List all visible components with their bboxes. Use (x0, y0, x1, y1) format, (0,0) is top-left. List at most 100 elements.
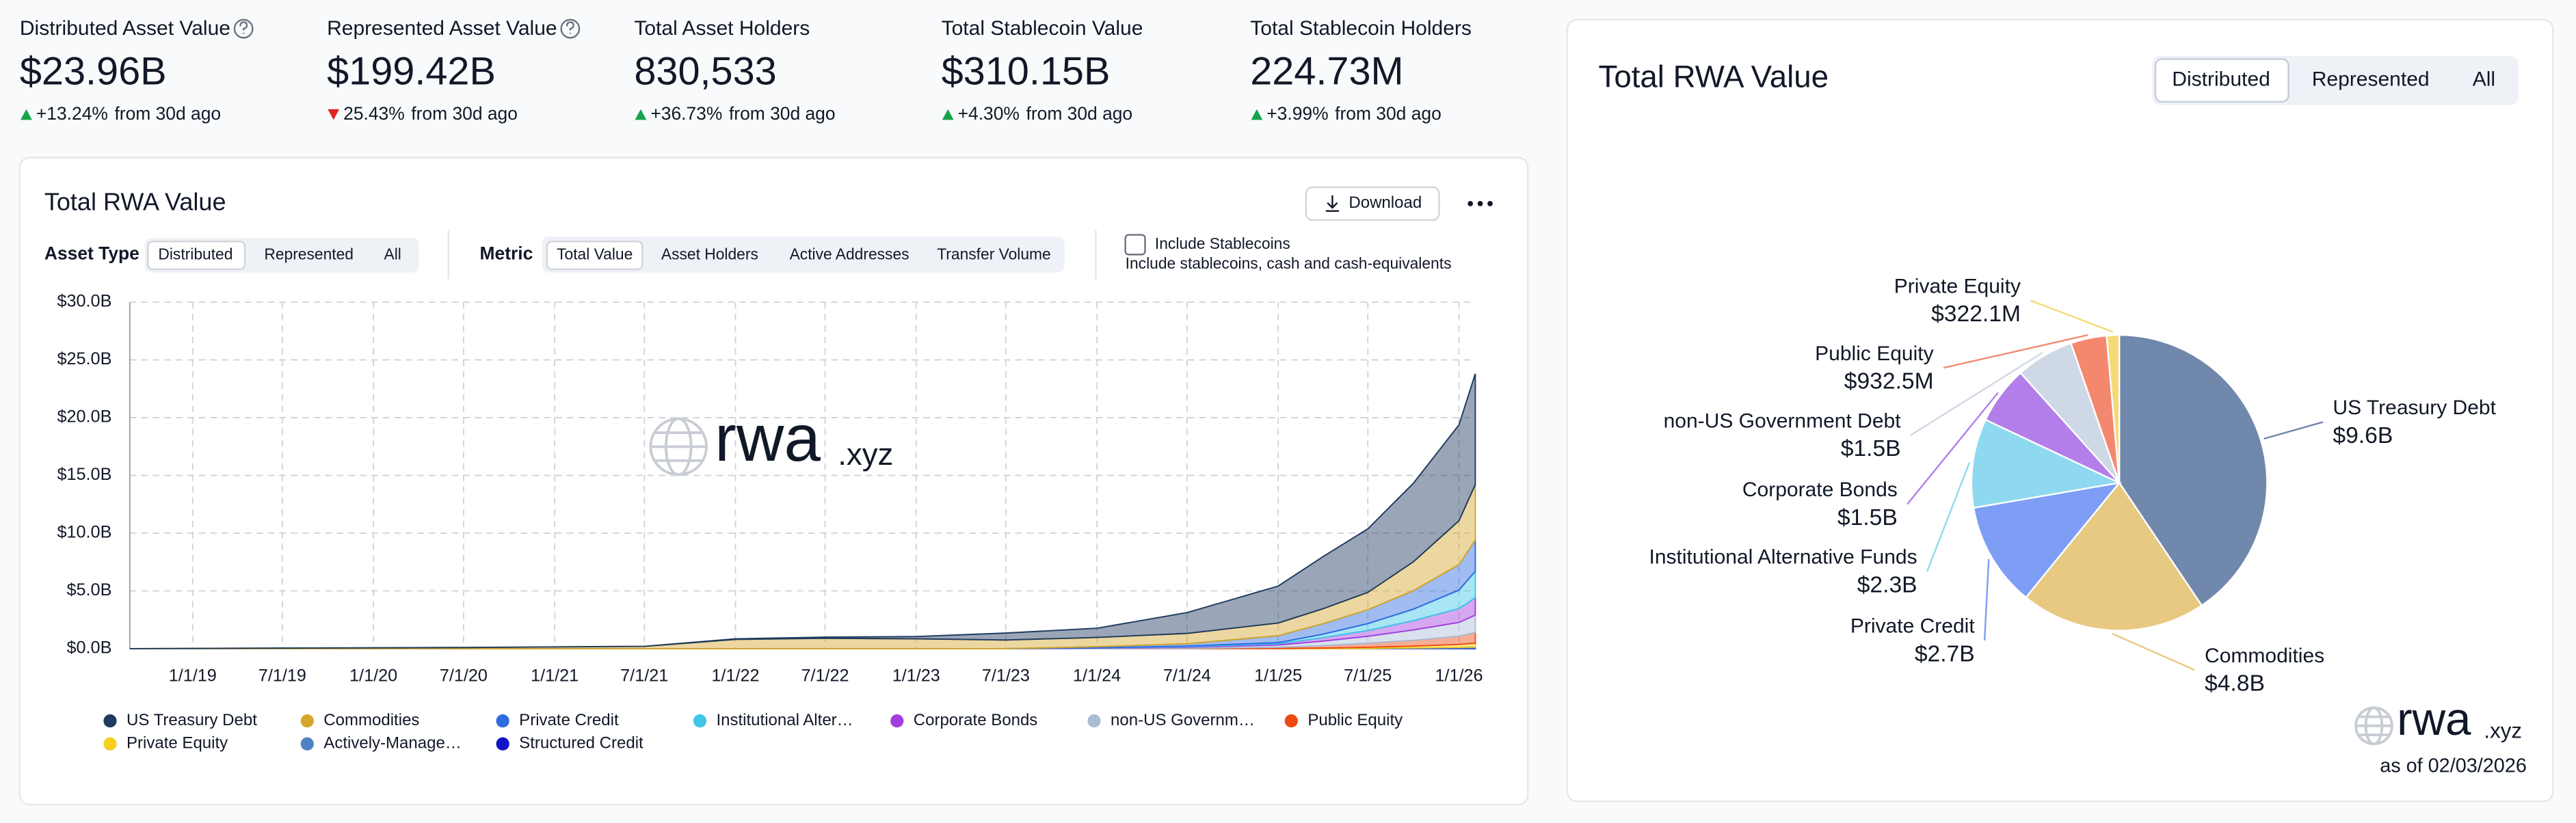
legend-swatch (693, 714, 707, 728)
left-card (18, 157, 1529, 806)
x-tick-label: 7/1/21 (620, 666, 668, 685)
stat-period: from 30d ago (1026, 103, 1133, 124)
legend-swatch (103, 737, 117, 751)
asset-type-option[interactable]: Represented (264, 245, 354, 263)
pie-label: non-US Government Debt (1664, 409, 1902, 432)
tab[interactable]: Distributed (2172, 68, 2270, 91)
x-tick-label: 1/1/22 (711, 666, 759, 685)
x-tick-label: 7/1/24 (1163, 666, 1211, 685)
help-icon (560, 18, 581, 39)
pie-value-label: $1.5B (1841, 436, 1901, 461)
stat-period: from 30d ago (729, 103, 836, 124)
metric-option[interactable]: Total Value (557, 245, 633, 263)
stat-change: +13.24% (36, 103, 108, 124)
chart-title: Total RWA Value (44, 187, 226, 215)
legend-label: Private Equity (127, 734, 228, 753)
chart-title: Total RWA Value (1599, 59, 1829, 94)
legend-swatch (300, 714, 314, 728)
pie-slice (1970, 418, 2123, 509)
watermark: rwa (715, 402, 821, 475)
pie-value-label: $2.7B (1915, 641, 1975, 666)
pie-label: Private Credit (1850, 615, 1975, 638)
segment-selected (546, 240, 643, 271)
segment-selected (147, 240, 246, 271)
stat-label: Total Asset Holders (634, 17, 810, 40)
legend-swatch (103, 714, 117, 728)
leader-line (1943, 334, 2088, 369)
x-tick-label: 1/1/19 (169, 666, 217, 685)
x-tick-label: 1/1/25 (1254, 666, 1302, 685)
asset-type-option[interactable]: Distributed (158, 245, 233, 263)
pie-slice (2106, 334, 2121, 483)
stat-value: $199.42B (327, 49, 496, 93)
leader-line (1910, 351, 2043, 436)
pie-value-label: $9.6B (2333, 423, 2393, 448)
x-tick-label: 7/1/20 (440, 666, 488, 685)
y-tick-label: $20.0B (57, 407, 111, 427)
trend-arrow (942, 109, 954, 120)
legend-swatch (890, 714, 904, 728)
stat-change: +4.30% (958, 103, 1020, 124)
more-menu-dot (1468, 201, 1474, 206)
legend-swatch (1284, 714, 1298, 728)
leader-line (1907, 392, 1999, 505)
asset-type-option[interactable]: All (384, 245, 401, 263)
help-icon-mark (239, 21, 248, 34)
download-button[interactable] (1305, 186, 1440, 221)
legend-swatch (1087, 714, 1101, 728)
y-tick-label: $5.0B (66, 580, 111, 599)
trend-arrow (635, 109, 647, 120)
legend-swatch (496, 737, 509, 751)
stat-change: +3.99% (1266, 103, 1328, 124)
pie-label: Public Equity (1815, 342, 1934, 365)
stat-value: $23.96B (20, 49, 167, 93)
stablecoin-note: Include stablecoins, cash and cash-equiv… (1126, 254, 1452, 272)
more-menu-dot (1477, 201, 1483, 206)
trend-arrow (328, 109, 340, 120)
x-tick-label: 7/1/19 (258, 666, 306, 685)
legend-swatch (300, 737, 314, 751)
pie-value-label: $1.5B (1837, 505, 1898, 530)
pie-slice (1972, 481, 2122, 599)
legend-label: US Treasury Debt (127, 711, 257, 729)
pie-value-label: $4.8B (2205, 671, 2265, 697)
tab[interactable]: Represented (2312, 68, 2430, 91)
asset-type-label: Asset Type (44, 243, 140, 263)
leader-line (1926, 462, 1971, 572)
legend-swatch (496, 714, 509, 728)
legend-label: Actively-Manage… (323, 734, 462, 753)
legend-label: Commodities (323, 711, 419, 729)
trend-arrow (1251, 109, 1263, 120)
y-tick-label: $30.0B (57, 292, 111, 311)
y-tick-label: $10.0B (57, 523, 111, 542)
trend-arrow (21, 109, 32, 120)
tab[interactable]: All (2473, 68, 2495, 91)
x-tick-label: 1/1/24 (1073, 666, 1121, 685)
pie-slice (2024, 481, 2203, 632)
stat-period: from 30d ago (114, 103, 221, 124)
stat-period: from 30d ago (411, 103, 518, 124)
x-tick-label: 1/1/23 (892, 666, 940, 685)
stablecoin-checkbox[interactable] (1124, 234, 1146, 256)
metric-option[interactable]: Asset Holders (661, 245, 758, 263)
pie-value-label: $322.1M (1931, 301, 2021, 327)
x-tick-label: 7/1/23 (982, 666, 1030, 685)
y-tick-label: $25.0B (57, 349, 111, 368)
y-tick-label: $15.0B (57, 465, 111, 484)
x-tick-label: 7/1/25 (1344, 666, 1392, 685)
stat-label: Total Stablecoin Holders (1250, 17, 1472, 40)
help-icon (233, 18, 254, 39)
leader-line (1983, 558, 1990, 640)
pie-label: Institutional Alternative Funds (1649, 546, 1917, 569)
pie-slice (2118, 334, 2268, 607)
metric-option[interactable]: Active Addresses (790, 245, 909, 263)
watermark: rwa (2397, 694, 2471, 745)
watermark-suffix: .xyz (838, 437, 893, 472)
legend-label: Private Credit (519, 711, 619, 729)
metric-option[interactable]: Transfer Volume (937, 245, 1051, 263)
stat-label: Distributed Asset Value (20, 17, 230, 40)
pie-value-label: $2.3B (1857, 573, 1917, 598)
legend-label: Public Equity (1307, 711, 1403, 729)
